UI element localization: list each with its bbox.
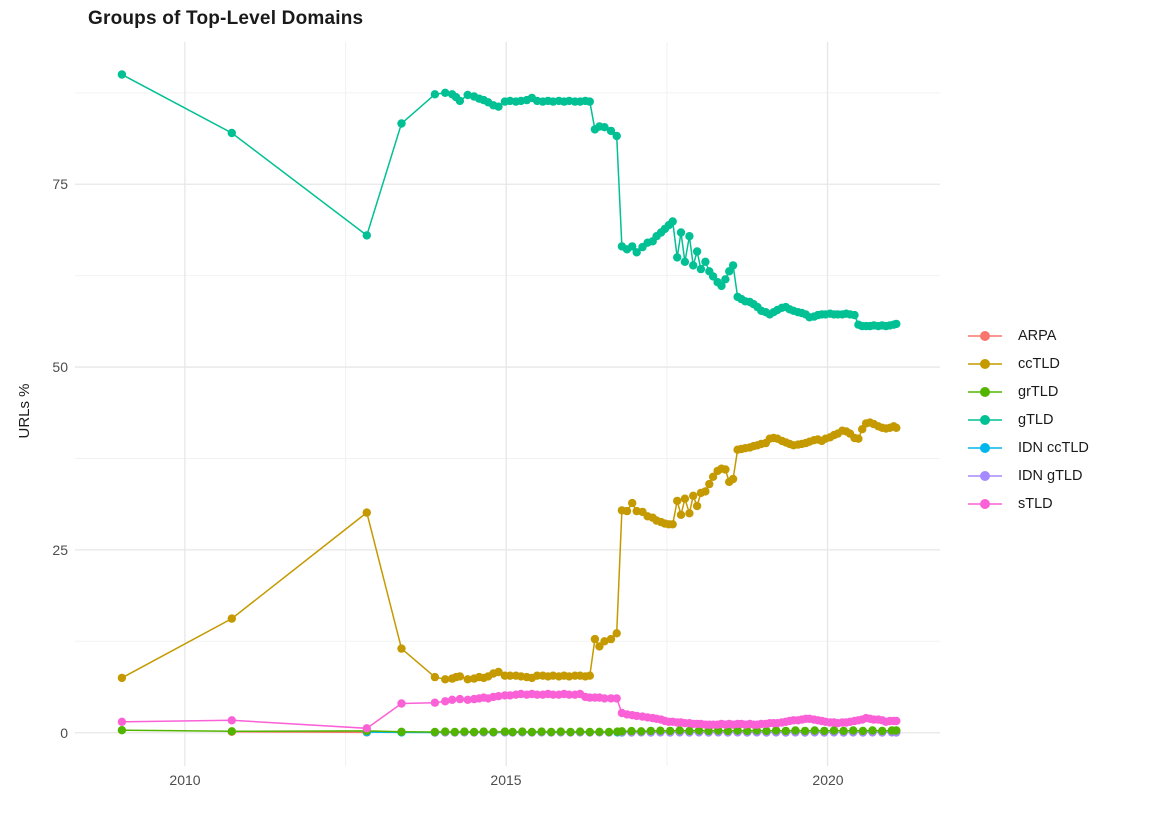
- x-tick-label: 2015: [490, 772, 522, 788]
- legend-label: grTLD: [1018, 384, 1059, 400]
- legend-key-icon: [968, 357, 1002, 371]
- y-axis-title: URLs %: [16, 383, 33, 439]
- legend-item-grtld: grTLD: [968, 378, 1089, 406]
- chart-title: Groups of Top-Level Domains: [88, 8, 364, 29]
- legend-key-icon: [968, 413, 1002, 427]
- legend-label: IDN ccTLD: [1018, 440, 1089, 456]
- legend-item-idn-cctld: IDN ccTLD: [968, 434, 1089, 462]
- legend-item-arpa: ARPA: [968, 322, 1089, 350]
- legend-key-icon: [968, 497, 1002, 511]
- legend-label: IDN gTLD: [1018, 468, 1083, 484]
- legend-label: gTLD: [1018, 412, 1054, 428]
- legend-item-idn-gtld: IDN gTLD: [968, 462, 1089, 490]
- x-tick-label: 2020: [812, 772, 844, 788]
- legend-item-gtld: gTLD: [968, 406, 1089, 434]
- legend-key-icon: [968, 329, 1002, 343]
- legend-label: ARPA: [1018, 328, 1057, 344]
- legend-item-cctld: ccTLD: [968, 350, 1089, 378]
- legend-label: ccTLD: [1018, 356, 1060, 372]
- legend-item-stld: sTLD: [968, 490, 1089, 518]
- legend: ARPA ccTLD grTLD gTLD IDN ccTLD IDN gTLD…: [968, 322, 1089, 518]
- legend-key-icon: [968, 385, 1002, 399]
- legend-label: sTLD: [1018, 496, 1053, 512]
- x-tick-label: 2010: [169, 772, 201, 788]
- legend-key-icon: [968, 469, 1002, 483]
- y-tick-label: 50: [52, 359, 68, 375]
- y-tick-label: 25: [52, 542, 68, 558]
- y-tick-label: 75: [52, 176, 68, 192]
- legend-key-icon: [968, 441, 1002, 455]
- y-tick-label: 0: [60, 725, 68, 741]
